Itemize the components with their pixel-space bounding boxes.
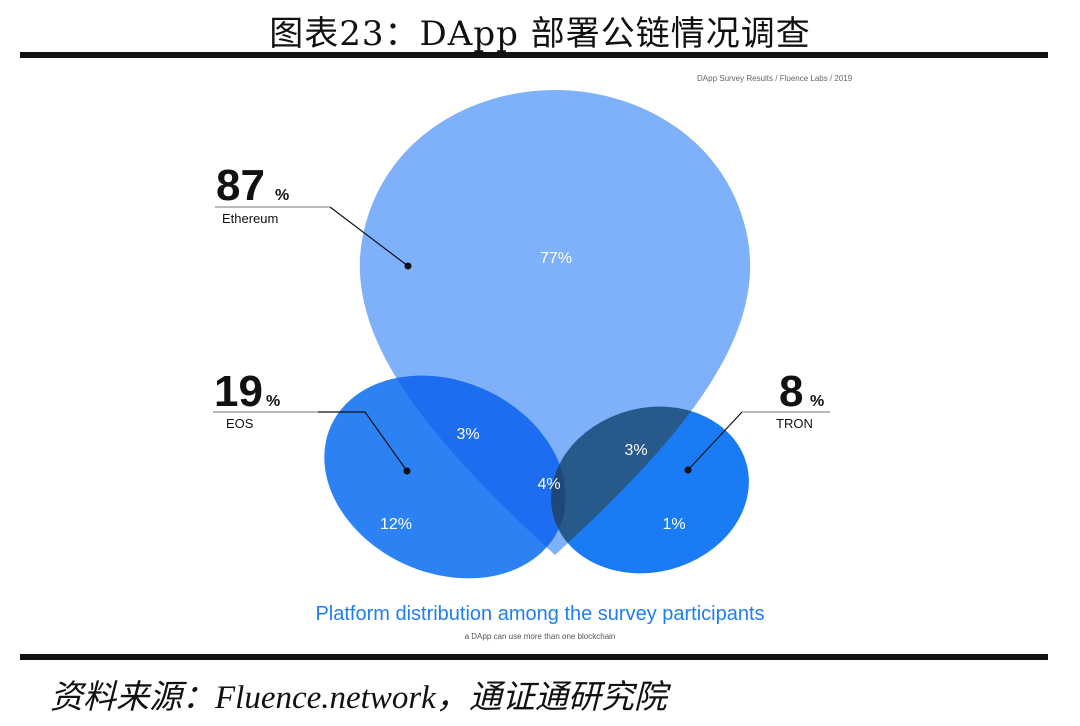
region-label-ethereum-eos: 3% <box>456 426 479 443</box>
ethereum-leader-dot <box>404 262 412 270</box>
region-label-all-three: 4% <box>537 476 560 493</box>
diagram-subcaption: a DApp can use more than one blockchain <box>464 632 616 641</box>
ethereum-leader-line <box>329 206 409 267</box>
eos-leader-line <box>318 411 408 472</box>
eos-leader-dot <box>403 467 411 475</box>
figure-title: 图表23：DApp 部署公链情况调查 <box>269 14 811 54</box>
tron-leader-line <box>687 411 743 471</box>
eos-label: EOS <box>226 416 254 431</box>
top-rule <box>20 52 1048 58</box>
region-label-ethereum-tron: 3% <box>624 442 647 459</box>
ethereum-percent-value: 87 <box>216 161 265 210</box>
region-label-ethereum-only: 77% <box>540 250 572 267</box>
eos-percent-value: 19 <box>214 367 263 416</box>
tron-percent-sign: % <box>810 393 824 410</box>
bottom-rule <box>20 654 1048 660</box>
source-footer: 资料来源：Fluence.network，通证通研究院 <box>50 680 667 716</box>
diagram-caption: Platform distribution among the survey p… <box>315 603 765 625</box>
tron-leader-dot <box>684 466 692 474</box>
ethereum-percent-sign: % <box>275 187 289 204</box>
tron-label: TRON <box>776 416 813 431</box>
tron-percent-value: 8 <box>779 367 803 416</box>
region-label-tron-only: 1% <box>662 516 685 533</box>
eos-percent-sign: % <box>266 393 280 410</box>
source-note: DApp Survey Results / Fluence Labs / 201… <box>697 74 853 83</box>
ethereum-label: Ethereum <box>222 211 278 226</box>
region-label-eos-only: 12% <box>380 516 412 533</box>
